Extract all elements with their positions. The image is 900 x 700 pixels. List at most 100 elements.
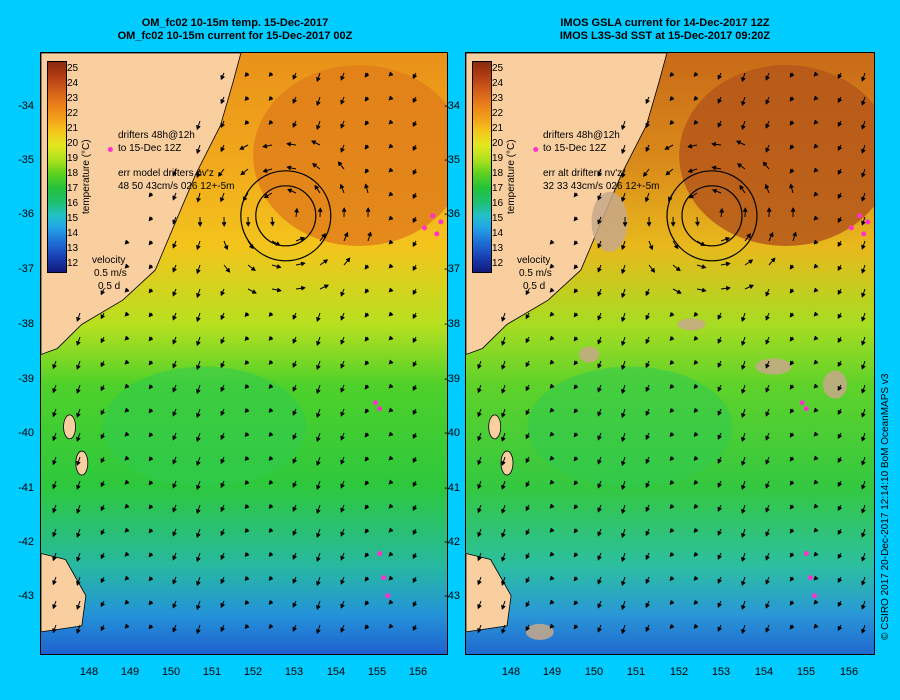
left-colorbar-tick: 21 — [67, 122, 79, 134]
right-velocity-speed: 0.5 m/s — [519, 268, 552, 279]
left-warm-eddy — [253, 65, 447, 246]
right-title: IMOS GSLA current for 14-Dec-2017 12Z IM… — [495, 17, 835, 43]
right-cloud-mask — [823, 370, 847, 399]
right-lon-label: 153 — [711, 666, 731, 678]
right-colorbar-tick: 16 — [492, 197, 504, 209]
left-lat-label: -34 — [18, 100, 34, 112]
right-colorbar-tick: 15 — [492, 212, 504, 224]
right-lat-label: -42 — [444, 536, 460, 548]
right-drifter-point — [857, 213, 863, 219]
right-cloud-mask — [525, 623, 554, 640]
right-drifters-line1: drifters 48h@12h — [543, 130, 620, 141]
left-map-canvas — [41, 53, 447, 654]
right-lon-label: 151 — [626, 666, 646, 678]
left-drifters-text: drifters 48h@12h to 15-Dec 12Z — [118, 129, 195, 155]
left-colorbar-tick: 24 — [67, 77, 79, 89]
right-colorbar-tick: 21 — [492, 122, 504, 134]
right-colorbar-tick: 23 — [492, 92, 504, 104]
right-island — [500, 450, 514, 476]
left-colorbar-tick: 16 — [67, 197, 79, 209]
left-cool-swirl — [102, 366, 307, 488]
right-colorbar-tick: 13 — [492, 242, 504, 254]
left-colorbar-tick: 13 — [67, 242, 79, 254]
right-colorbar-tick: 12 — [492, 257, 504, 269]
right-map[interactable] — [465, 52, 875, 655]
right-lat-label: -34 — [444, 100, 460, 112]
left-lon-label: 150 — [161, 666, 181, 678]
left-title-line1: OM_fc02 10-15m temp. 15-Dec-2017 — [141, 17, 329, 29]
left-land-tasmania — [41, 553, 87, 633]
left-map[interactable] — [40, 52, 448, 655]
right-cloud-mask — [677, 318, 706, 331]
left-lat-label: -35 — [18, 154, 34, 166]
right-lat-label: -40 — [444, 427, 460, 439]
left-lat-label: -37 — [18, 263, 34, 275]
left-colorbar-tick: 14 — [67, 227, 79, 239]
left-lon-label: 154 — [326, 666, 346, 678]
right-lat-label: -43 — [444, 590, 460, 602]
right-lon-label: 149 — [542, 666, 562, 678]
right-land-mainland — [466, 53, 668, 355]
right-drifter-point — [861, 231, 867, 237]
left-drifter-point — [434, 231, 440, 237]
right-err-line1: err alt drifters nv'z — [543, 168, 623, 179]
left-lat-label: -36 — [18, 208, 34, 220]
right-err-line2: 32 33 43cm/s 026 12+-5m — [543, 181, 660, 192]
left-colorbar-tick: 18 — [67, 167, 79, 179]
right-land-tasmania — [466, 553, 512, 633]
left-drifter-point — [422, 225, 428, 231]
right-lon-label: 152 — [669, 666, 689, 678]
left-lon-label: 153 — [284, 666, 304, 678]
left-drifter-point — [377, 406, 383, 412]
left-lon-label: 156 — [408, 666, 428, 678]
left-island — [75, 450, 89, 476]
right-colorbar-tick: 14 — [492, 227, 504, 239]
left-colorbar-tick: 15 — [67, 212, 79, 224]
left-lon-label: 155 — [367, 666, 387, 678]
right-lon-label: 156 — [839, 666, 859, 678]
right-lon-label: 148 — [501, 666, 521, 678]
right-drifter-point — [533, 146, 539, 152]
right-island — [488, 414, 502, 440]
right-drifters-text: drifters 48h@12h to 15-Dec 12Z — [543, 129, 620, 155]
left-lat-label: -43 — [18, 590, 34, 602]
right-drifter-point — [799, 400, 805, 406]
left-land-mainland — [41, 53, 242, 355]
left-lon-label: 149 — [120, 666, 140, 678]
left-eddy-ring — [255, 185, 317, 247]
right-lon-label: 154 — [754, 666, 774, 678]
left-colorbar-tick: 20 — [67, 137, 79, 149]
left-err-line2: 48 50 43cm/s 026 12+-5m — [118, 181, 235, 192]
right-colorbar-tick: 17 — [492, 182, 504, 194]
left-colorbar-tick: 25 — [67, 62, 79, 74]
left-velocity-speed: 0.5 m/s — [94, 268, 127, 279]
left-err-text: err model drifters nv'z 48 50 43cm/s 026… — [118, 167, 234, 193]
right-drifter-point — [848, 225, 854, 231]
right-cloud-mask — [755, 358, 792, 375]
left-velocity-arrows — [52, 71, 417, 635]
right-colorbar-tick: 18 — [492, 167, 504, 179]
left-colorbar-unit: temperature (°C) — [81, 139, 92, 214]
right-lat-label: -39 — [444, 373, 460, 385]
right-drifter-point — [803, 550, 809, 556]
left-velocity-legend: velocity 0.5 m/s 0.5 d — [92, 254, 127, 293]
left-lat-label: -41 — [18, 482, 34, 494]
left-drifter-point — [377, 550, 383, 556]
left-drifter-point — [385, 593, 391, 599]
right-cloud-mask — [579, 346, 599, 363]
right-lat-label: -35 — [444, 154, 460, 166]
left-lon-label: 151 — [202, 666, 222, 678]
right-eddy-ring — [681, 185, 743, 247]
credit-text: © CSIRO 2017 20-Dec-2017 12:14:10 BoM Oc… — [880, 373, 891, 640]
right-title-line1: IMOS GSLA current for 14-Dec-2017 12Z — [560, 17, 770, 29]
right-colorbar-tick: 20 — [492, 137, 504, 149]
right-lat-label: -38 — [444, 318, 460, 330]
left-drifter-point — [373, 400, 379, 406]
right-lat-label: -36 — [444, 208, 460, 220]
right-title-line2: IMOS L3S-3d SST at 15-Dec-2017 09:20Z — [559, 30, 771, 42]
left-colorbar — [47, 61, 67, 273]
right-colorbar-tick: 22 — [492, 107, 504, 119]
right-cloud-mask — [591, 191, 628, 252]
left-island — [63, 414, 76, 440]
left-drifter-point — [381, 575, 387, 581]
